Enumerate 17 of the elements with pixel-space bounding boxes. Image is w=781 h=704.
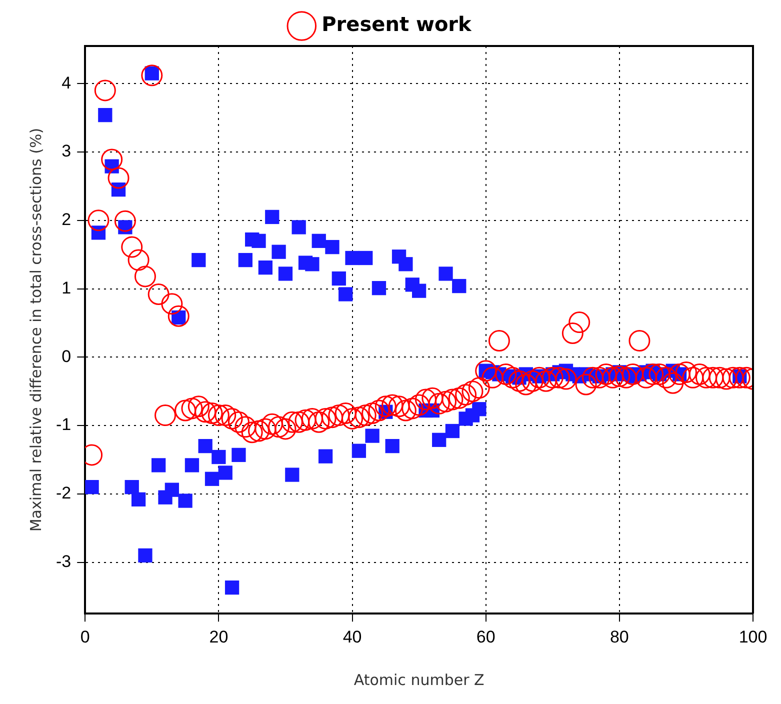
x-axis-title: Atomic number Z <box>354 670 484 689</box>
y-tick-label: -3 <box>56 552 72 571</box>
x-tick-label: 80 <box>610 627 629 646</box>
y-tick-label: 4 <box>62 73 72 92</box>
y-axis-title: Maximal relative difference in total cross-sections (%) <box>26 128 45 532</box>
y-tick-label: 2 <box>62 210 72 230</box>
y-tick-label: 3 <box>62 142 72 161</box>
y-tick-label: 1 <box>62 278 72 298</box>
x-tick-label: 20 <box>209 627 228 646</box>
x-tick-label: 100 <box>738 627 768 646</box>
x-tick-label: 60 <box>476 627 496 646</box>
x-tick-label: 40 <box>342 627 362 646</box>
y-tick-label: -1 <box>56 415 72 434</box>
legend-label: Present work <box>322 12 472 36</box>
y-tick-label: -2 <box>56 484 72 503</box>
y-tick-label: 0 <box>62 346 72 366</box>
x-tick-label: 0 <box>80 627 90 646</box>
